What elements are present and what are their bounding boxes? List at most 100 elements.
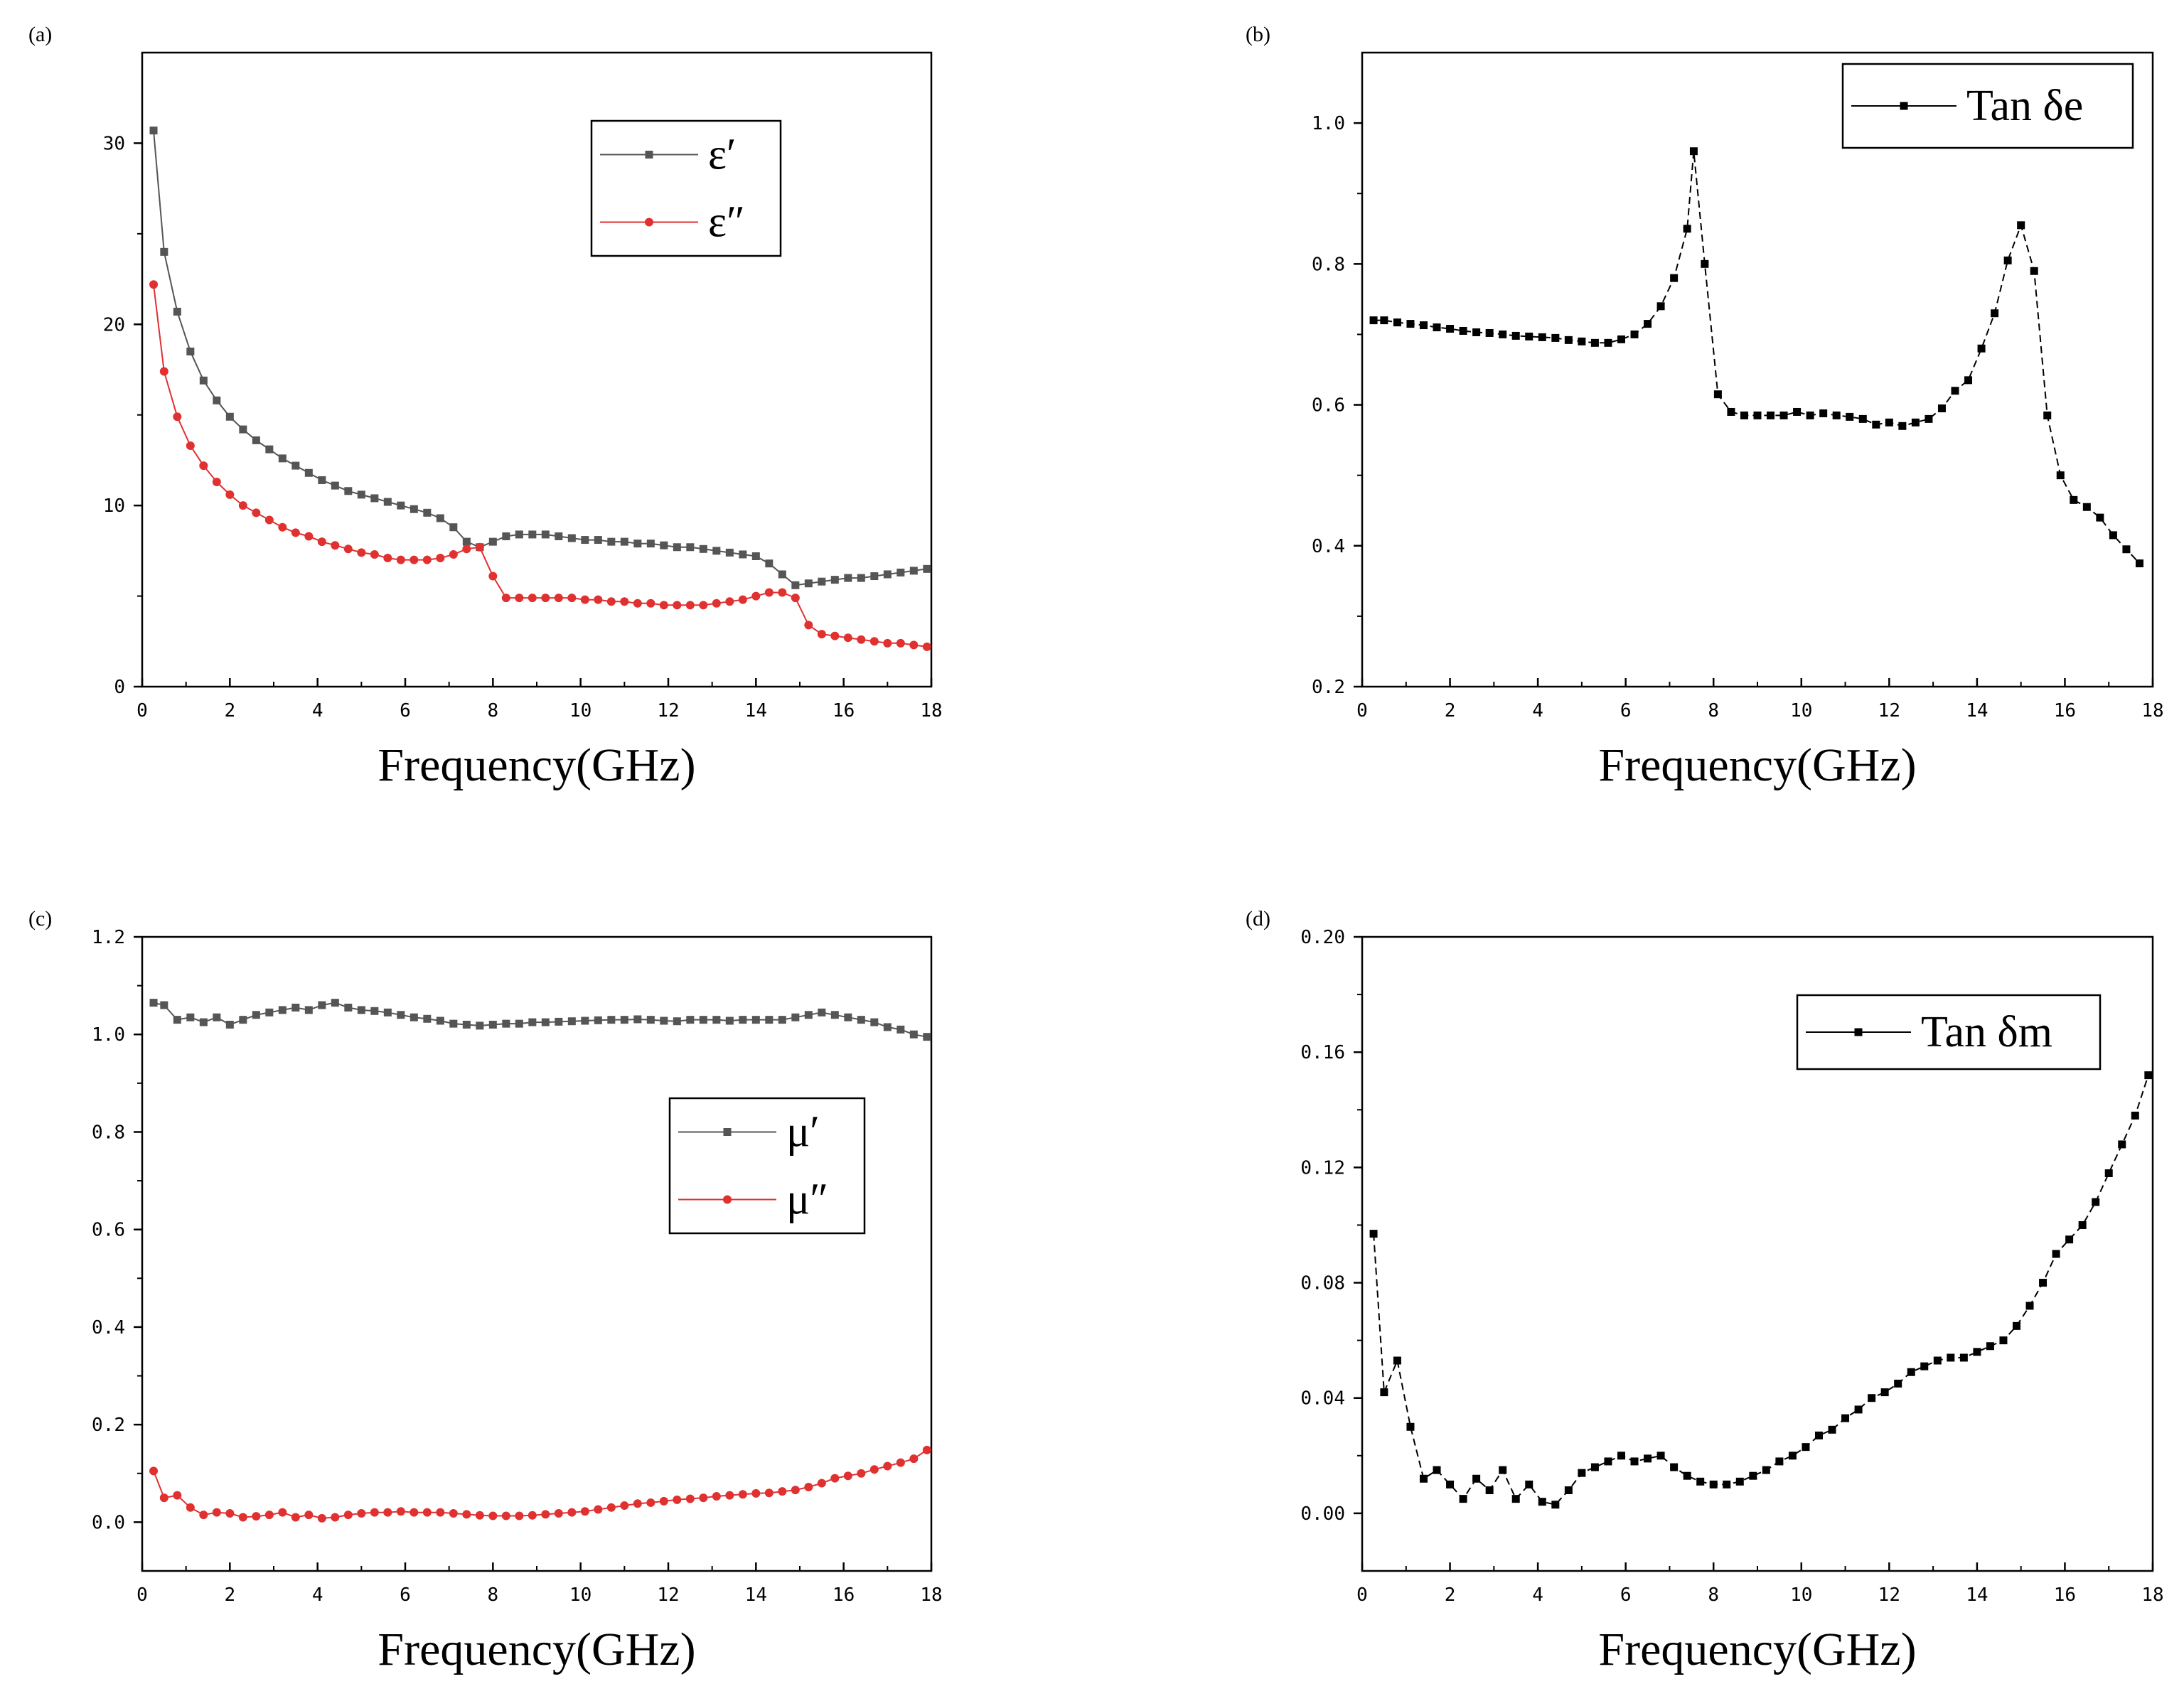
data-point — [883, 1461, 892, 1471]
y-tick-label: 0.4 — [92, 1317, 125, 1338]
data-point — [225, 490, 235, 499]
data-point — [778, 1487, 787, 1496]
data-point — [922, 642, 931, 651]
data-point — [765, 559, 774, 568]
data-point — [804, 621, 813, 630]
data-point — [2096, 513, 2104, 522]
data-point — [1880, 1388, 1889, 1397]
data-point — [1907, 1368, 1915, 1376]
data-point — [212, 478, 221, 487]
data-point — [1858, 414, 1867, 423]
legend-label: ε″ — [708, 198, 745, 247]
data-point — [725, 1016, 734, 1025]
data-point — [2025, 1302, 2034, 1310]
data-point — [1933, 1356, 1942, 1365]
data-point — [331, 1513, 340, 1522]
data-point — [528, 530, 537, 539]
data-point — [909, 567, 918, 575]
chart-panel-2: (c) 0 2 4 6 8 10 12 14 16 18 0.0 0.2 0.4 0.6 0.8 1.0 1.2 F… — [28, 907, 943, 1675]
plot-frame — [141, 935, 933, 1572]
data-point — [436, 554, 445, 563]
legend-marker — [723, 1195, 732, 1204]
data-point — [633, 540, 642, 548]
data-point — [1525, 1480, 1533, 1488]
data-point — [1959, 1353, 1968, 1362]
data-point — [1499, 1466, 1507, 1474]
data-point — [712, 1016, 721, 1024]
data-point — [2043, 411, 2052, 419]
x-tick-label: 16 — [2054, 700, 2076, 721]
data-point — [449, 523, 458, 532]
data-point — [909, 1030, 918, 1039]
series-line — [1373, 1075, 2149, 1506]
data-point — [265, 445, 274, 454]
series-0 — [149, 999, 931, 1041]
x-tick-label: 8 — [488, 1584, 499, 1606]
data-point — [699, 544, 707, 553]
data-point — [1590, 338, 1599, 347]
legend-label: μ′ — [786, 1108, 820, 1157]
data-point — [541, 594, 550, 603]
data-point — [1683, 1471, 1691, 1480]
data-point — [646, 599, 655, 608]
data-point — [1713, 390, 1722, 399]
x-tick-label: 8 — [1708, 700, 1719, 721]
y-tick-label: 0.4 — [1312, 536, 1345, 557]
data-point — [1727, 407, 1735, 416]
series-line — [153, 284, 927, 648]
data-point — [1872, 420, 1880, 429]
legend: ε′ ε″ — [590, 119, 782, 257]
data-point — [1644, 320, 1652, 328]
data-point — [238, 501, 247, 510]
chart-panel-3: (d) 0 2 4 6 8 10 12 14 16 18 0.00 0.04 0.08 0.12 0.16 0.… — [1246, 907, 2164, 1675]
data-point — [239, 425, 247, 434]
legend: Tan δe — [1841, 63, 2134, 149]
data-point — [252, 508, 261, 517]
data-point — [594, 595, 603, 604]
data-point — [791, 1486, 800, 1495]
data-point — [515, 1511, 524, 1520]
data-point — [1991, 309, 1999, 318]
data-point — [673, 1495, 682, 1504]
data-point — [149, 1466, 159, 1476]
x-tick-label: 10 — [569, 700, 592, 721]
data-point — [357, 490, 365, 499]
data-point — [318, 476, 326, 484]
data-point — [791, 581, 800, 589]
data-point — [1472, 328, 1481, 336]
data-point — [488, 572, 498, 581]
data-point — [186, 1013, 195, 1021]
data-point — [291, 528, 300, 537]
data-point — [883, 570, 892, 579]
data-point — [541, 1018, 550, 1026]
data-point — [186, 1503, 195, 1512]
data-point — [160, 1001, 168, 1009]
data-point — [1767, 411, 1775, 419]
data-point — [318, 1001, 326, 1009]
data-point — [554, 594, 563, 603]
data-point — [541, 530, 550, 539]
y-tick-label: 0.6 — [1312, 395, 1345, 417]
data-point — [620, 597, 629, 606]
data-point — [278, 522, 287, 532]
legend-label: ε′ — [708, 131, 737, 179]
data-point — [149, 127, 158, 135]
x-tick-label: 4 — [312, 700, 323, 721]
data-point — [699, 601, 708, 610]
legend-marker — [645, 218, 653, 227]
x-axis-label: Frequency(GHz) — [378, 739, 695, 791]
data-point — [462, 1021, 471, 1029]
data-point — [725, 548, 734, 557]
data-point — [1999, 1336, 2008, 1345]
data-point — [1832, 411, 1841, 419]
chart-panel-1: (b) 0 2 4 6 8 10 12 14 16 18 0.2 0.4 0.6 0.8 1.0 Frequen… — [1246, 23, 2164, 791]
data-point — [646, 1498, 655, 1507]
data-point — [1538, 1498, 1546, 1506]
data-point — [607, 537, 616, 546]
data-point — [528, 594, 537, 603]
data-point — [410, 1508, 419, 1517]
data-point — [1854, 1405, 1863, 1414]
data-point — [909, 640, 919, 650]
data-point — [1723, 1480, 1731, 1488]
data-point — [751, 552, 760, 561]
